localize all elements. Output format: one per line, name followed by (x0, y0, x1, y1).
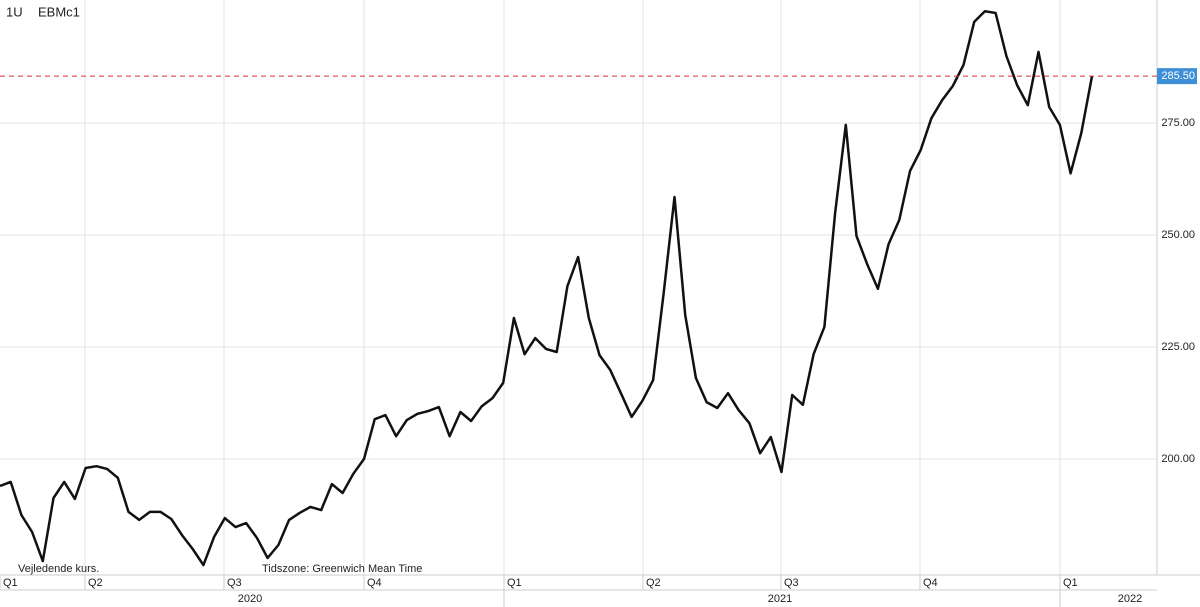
last-price-label: 285.50 (1161, 70, 1195, 82)
x-tick-label: Q2 (646, 577, 661, 589)
timezone: Tidszone: Greenwich Mean Time (262, 563, 422, 575)
y-tick-label: 200.00 (1161, 453, 1195, 465)
x-tick-label: Q2 (88, 577, 103, 589)
x-tick-label: Q4 (923, 577, 938, 589)
year-label: 2021 (768, 593, 792, 605)
x-tick-label: Q1 (1063, 577, 1078, 589)
x-tick-label: Q1 (3, 577, 18, 589)
y-tick-label: 250.00 (1161, 229, 1195, 241)
x-tick-label: Q4 (367, 577, 382, 589)
price-line (0, 9, 1094, 567)
last-price-box (1157, 68, 1197, 85)
x-tick-label: Q1 (507, 577, 522, 589)
x-tick-label: Q3 (784, 577, 799, 589)
interval-label: 1U (6, 4, 23, 19)
y-tick-label: 225.00 (1161, 341, 1195, 353)
symbol-label: EBMc1 (38, 4, 80, 19)
x-tick-label: Q3 (227, 577, 242, 589)
year-label: 2020 (238, 593, 262, 605)
y-tick-label: 275.00 (1161, 117, 1195, 129)
year-label: 2022 (1118, 593, 1142, 605)
note: Vejledende kurs. (18, 563, 99, 575)
